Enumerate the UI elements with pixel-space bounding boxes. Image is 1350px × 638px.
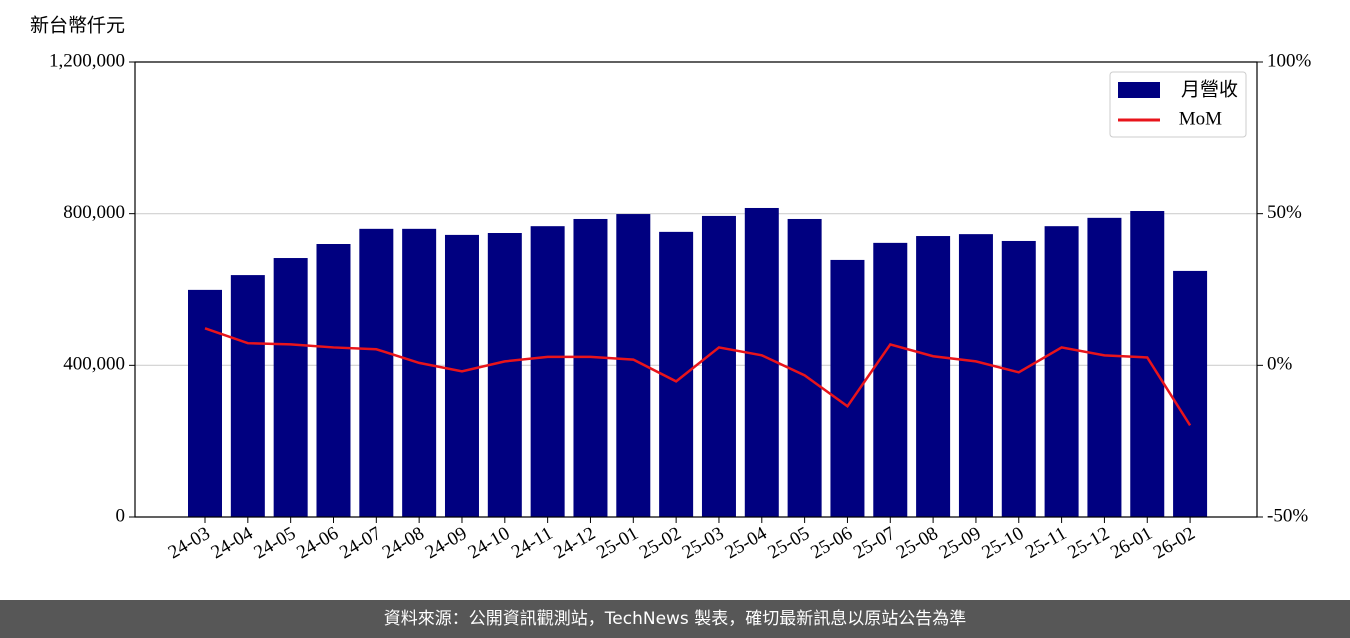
bar [744,207,779,517]
bar [402,228,437,518]
mom-line [204,327,1192,427]
y-axis-label: 新台幣仟元 [30,14,125,36]
bar [787,218,822,517]
bar [273,258,308,517]
x-tick-label: 25-01 [593,523,642,563]
bar [1173,270,1208,517]
x-tick-label: 25-05 [764,523,813,563]
x-tick-label: 25-03 [679,523,728,563]
plot-frame [134,61,1258,518]
x-tick-label: 24-04 [208,523,257,564]
bar [916,236,951,517]
x-tick-label: 26-01 [1107,523,1156,563]
bar [701,215,736,518]
bar [188,289,222,517]
y2-tick-label: -50% [1267,505,1308,526]
x-tick-label: 24-08 [379,523,428,563]
x-tick-label: 24-09 [422,523,471,563]
x-tick-label: 25-10 [979,523,1028,563]
x-tick-label: 24-12 [550,523,599,563]
source-footer: 資料來源：公開資訊觀測站，TechNews 製表，確切最新訊息以原站公告為準 [0,600,1350,638]
bar [958,234,993,517]
x-tick-label: 25-11 [1022,523,1070,563]
chart: 新台幣仟元 0 400,000 800,000 1,200,000 -50% 0% 50% 1… [30,14,1312,564]
x-tick-label: 25-09 [936,523,985,563]
y2-tick-label: 50% [1267,202,1302,223]
x-tick-label: 25-08 [893,523,942,563]
bar [444,234,479,517]
x-tick-label: 24-10 [465,523,514,563]
x-tick-label: 24-03 [165,523,214,563]
bar [1001,240,1036,517]
bar [1087,217,1122,517]
bar [530,226,565,517]
bar [573,218,608,517]
legend: 月營收 MoM [1109,71,1247,138]
bar [1130,211,1165,517]
y2-tick-label: 100% [1267,50,1312,71]
bar [316,244,351,517]
legend-label: 月營收 [1181,79,1238,101]
x-tick-label: 24-05 [250,523,299,563]
x-tick-label: 25-02 [636,523,685,563]
bar [873,242,908,518]
y-tick-label: 800,000 [63,202,125,223]
x-tick-label: 25-06 [807,523,856,563]
y-tick-label: 0 [116,505,126,526]
y-tick-label: 400,000 [63,354,125,375]
bar [230,275,265,517]
legend-label: MoM [1179,108,1222,129]
x-tick-label: 25-04 [722,523,771,564]
bar [487,233,522,518]
x-tick-label: 24-07 [336,523,385,563]
y2-tick-label: 0% [1267,354,1293,375]
bar [1044,226,1079,517]
y-tick-label: 1,200,000 [49,50,125,71]
x-tick-label: 25-07 [850,523,899,563]
bar [359,228,394,518]
x-tick-label: 25-12 [1064,523,1113,563]
x-tick-label: 24-11 [508,523,556,563]
x-tick-label: 26-02 [1150,523,1199,563]
x-tick-label: 24-06 [293,523,342,563]
legend-swatch [1118,82,1160,98]
